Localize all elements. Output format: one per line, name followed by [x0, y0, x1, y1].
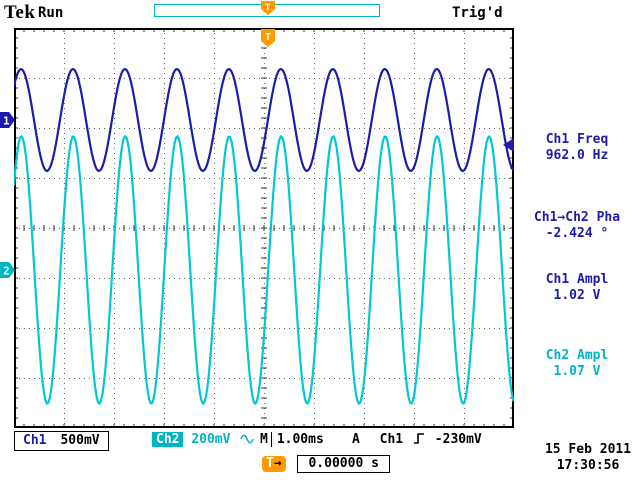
- ch1-scale-value: 500mV: [60, 433, 100, 448]
- rising-edge-icon: [413, 433, 424, 444]
- measurement-ch1-freq: Ch1 Freq 962.0 Hz: [516, 132, 638, 164]
- measurement-ch2-ampl: Ch2 Ampl 1.07 V: [516, 348, 638, 380]
- trigger-a-label: A: [352, 432, 360, 447]
- trigger-level-arrow-shape: [503, 138, 514, 152]
- ch2-marker-shape: [0, 262, 15, 278]
- right-arrow-icon: →: [273, 456, 282, 471]
- measurement-label: Ch1→Ch2 Pha: [533, 210, 621, 225]
- trigger-marker-topbar-icon: T: [261, 1, 275, 15]
- graticule-display: [14, 28, 514, 428]
- measurement-value: 1.07 V: [553, 364, 601, 379]
- ch2-scale-value: 200mV: [191, 432, 231, 447]
- measurement-ch1-ampl: Ch1 Ampl 1.02 V: [516, 272, 638, 304]
- horizontal-position-value: 0.00000 s: [297, 455, 390, 473]
- ch2-scale-readout: Ch2 200mV: [152, 431, 256, 449]
- tek-logo: Tek: [4, 2, 36, 23]
- acquisition-state: Run: [38, 5, 64, 21]
- ch2-marker-number: 2: [3, 265, 10, 278]
- measurement-label: Ch1 Freq: [545, 132, 609, 147]
- measurement-value: 962.0 Hz: [545, 148, 609, 163]
- trigger-marker-letter: T: [265, 3, 271, 13]
- trigger-source: Ch1: [379, 432, 404, 447]
- ch2-ground-marker[interactable]: 2: [0, 262, 16, 279]
- trigger-position-marker-icon[interactable]: T: [260, 29, 276, 48]
- ch1-marker-number: 1: [3, 115, 10, 128]
- date-value: 15 Feb 2011: [544, 442, 632, 457]
- measurement-label: Ch2 Ampl: [545, 348, 609, 363]
- measurement-ch1-ch2-phase: Ch1→Ch2 Pha -2.424 °: [516, 210, 638, 242]
- datetime-display: 15 Feb 2011 17:30:56: [538, 442, 638, 474]
- trigger-readout: A Ch1 -230mV: [352, 431, 482, 449]
- timebase-readout: M 1.00ms: [260, 431, 324, 449]
- ch1-label: Ch1: [23, 433, 47, 448]
- ch1-marker-shape: [0, 112, 15, 128]
- time-value: 17:30:56: [556, 458, 620, 473]
- measurement-label: Ch1 Ampl: [545, 272, 609, 287]
- timebase-label: M: [260, 432, 268, 447]
- ch1-scale-readout: Ch1 500mV: [14, 431, 109, 451]
- trigger-level-marker[interactable]: [502, 137, 515, 154]
- trigger-marker-shape: [261, 1, 275, 15]
- ch2-label: Ch2: [152, 432, 184, 447]
- measurement-value: 1.02 V: [553, 288, 601, 303]
- trigger-status: Trig'd: [452, 5, 503, 21]
- horizontal-position-readout: T→ 0.00000 s: [262, 455, 390, 473]
- trigger-position-letter: T: [265, 32, 271, 43]
- trigger-level-value: -230mV: [434, 432, 482, 447]
- ch1-ground-marker[interactable]: 1: [0, 112, 16, 129]
- timebase-value: 1.00ms: [270, 432, 324, 447]
- trigger-position-icon: T→: [262, 456, 286, 472]
- trigger-position-icon-letter: T: [266, 456, 274, 471]
- sine-coupling-icon: [240, 434, 254, 444]
- trigger-position-shape: [261, 29, 275, 47]
- measurement-value: -2.424 °: [545, 226, 609, 241]
